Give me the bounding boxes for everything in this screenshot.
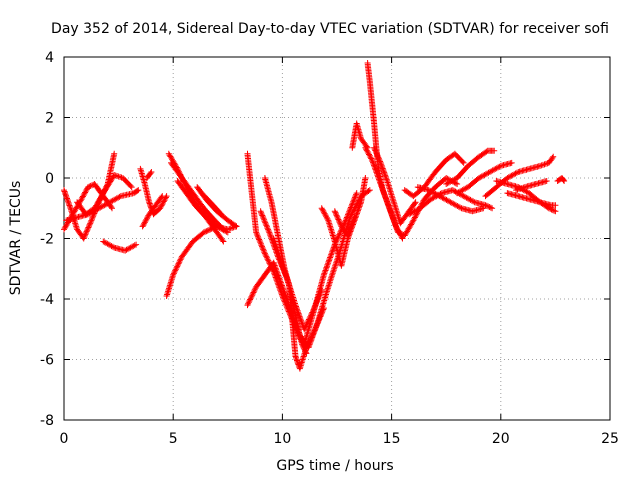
x-tick-label: 0 — [60, 431, 69, 447]
data-point-arc — [174, 178, 227, 245]
data-point-arc — [454, 159, 515, 197]
y-tick-label: -2 — [40, 232, 54, 248]
data-point-arc — [144, 169, 155, 181]
x-tick-label: 25 — [601, 431, 619, 447]
data-point-arc — [74, 172, 135, 218]
data-point-arc — [371, 144, 419, 227]
data-point-arc — [349, 120, 371, 151]
data-point-arc — [168, 159, 227, 233]
data-point-arc — [513, 178, 550, 194]
data-point-arc — [362, 144, 461, 239]
data-point-arc — [504, 190, 559, 209]
x-axis-label: GPS time / hours — [276, 458, 393, 474]
data-point-arc — [139, 193, 166, 230]
ticks-layer — [63, 56, 611, 421]
y-tick-label: 4 — [45, 50, 54, 66]
chart-title: Day 352 of 2014, Sidereal Day-to-day VTE… — [51, 21, 609, 37]
data-point-arc — [270, 235, 327, 372]
x-tick-label: 15 — [383, 431, 401, 447]
tick-label-layer: 0 5 10 15 20 25 -8 -6 -4 -2 0 2 4 — [40, 50, 619, 447]
y-axis-label: SDTVAR / TECUs — [8, 181, 24, 296]
y-tick-label: -8 — [40, 413, 54, 429]
x-tick-label: 10 — [273, 431, 291, 447]
data-point-arc — [414, 184, 487, 215]
data-point-arc — [331, 208, 358, 239]
data-point-arc — [554, 175, 568, 184]
data-point-arc — [198, 190, 225, 218]
data-point-arc — [100, 238, 140, 254]
data-point-arc — [443, 147, 498, 187]
data-points-layer — [61, 60, 568, 372]
y-tick-label: 2 — [45, 111, 54, 127]
data-point-arc — [401, 150, 467, 200]
y-tick-label: -4 — [40, 292, 54, 308]
y-tick-label: -6 — [40, 353, 54, 369]
x-tick-label: 5 — [169, 431, 178, 447]
y-tick-label: 0 — [45, 171, 54, 187]
x-tick-label: 20 — [492, 431, 510, 447]
